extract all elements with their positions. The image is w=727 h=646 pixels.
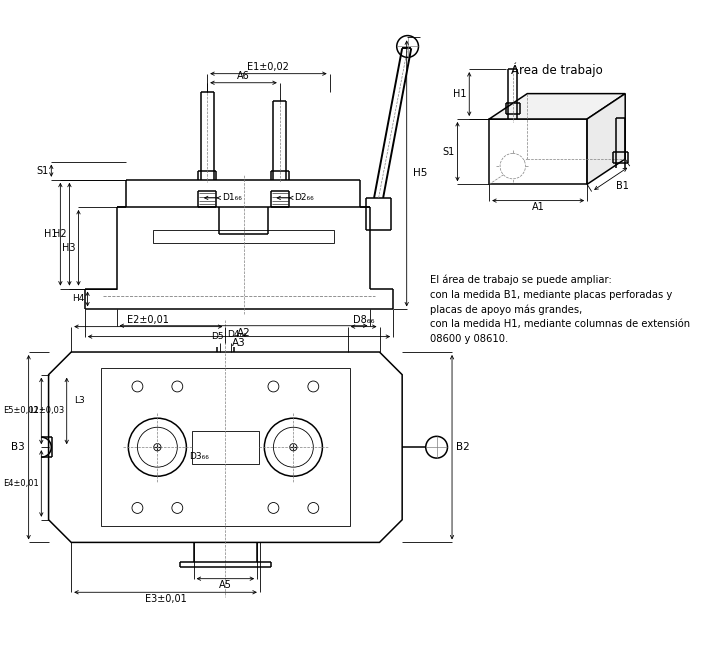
Text: A1: A1 bbox=[531, 202, 545, 213]
Circle shape bbox=[273, 427, 313, 467]
Polygon shape bbox=[49, 352, 402, 543]
Text: S1: S1 bbox=[443, 147, 455, 156]
Circle shape bbox=[129, 418, 186, 476]
Circle shape bbox=[500, 154, 526, 179]
Polygon shape bbox=[489, 94, 625, 119]
Text: E1±0,02: E1±0,02 bbox=[247, 62, 289, 72]
Text: D8₆₆: D8₆₆ bbox=[353, 315, 374, 325]
Text: H4: H4 bbox=[73, 295, 85, 304]
Text: E2±0,01: E2±0,01 bbox=[127, 315, 169, 325]
Text: H1: H1 bbox=[44, 229, 57, 239]
Text: B2: B2 bbox=[456, 443, 470, 452]
Polygon shape bbox=[587, 94, 625, 184]
Circle shape bbox=[268, 503, 279, 514]
Text: D3₆₆: D3₆₆ bbox=[189, 452, 209, 461]
Circle shape bbox=[132, 381, 143, 392]
Text: A5: A5 bbox=[219, 581, 232, 590]
Bar bbox=[153, 229, 334, 243]
Text: S1: S1 bbox=[36, 165, 49, 176]
Text: H1: H1 bbox=[453, 89, 467, 99]
Text: A3: A3 bbox=[232, 339, 246, 348]
Polygon shape bbox=[489, 119, 587, 184]
Text: D5: D5 bbox=[211, 332, 224, 341]
Text: H3: H3 bbox=[63, 243, 76, 253]
Circle shape bbox=[308, 381, 318, 392]
Text: E4±0,01: E4±0,01 bbox=[3, 479, 39, 488]
Circle shape bbox=[172, 381, 182, 392]
Circle shape bbox=[397, 36, 419, 57]
Text: B3: B3 bbox=[11, 443, 25, 452]
Text: A6: A6 bbox=[237, 71, 250, 81]
Text: A2: A2 bbox=[236, 328, 250, 337]
Bar bbox=[192, 431, 259, 464]
Text: H5: H5 bbox=[413, 169, 427, 178]
Circle shape bbox=[137, 427, 177, 467]
Text: D2₆₆: D2₆₆ bbox=[294, 193, 314, 202]
Text: B1: B1 bbox=[616, 181, 629, 191]
Text: E5±0,01: E5±0,01 bbox=[3, 406, 39, 415]
Circle shape bbox=[308, 503, 318, 514]
Text: Área de trabajo: Área de trabajo bbox=[511, 63, 603, 78]
Circle shape bbox=[172, 503, 182, 514]
Text: El área de trabajo se puede ampliar:
con la medida B1, mediante placas perforada: El área de trabajo se puede ampliar: con… bbox=[430, 275, 691, 344]
Circle shape bbox=[290, 444, 297, 451]
Text: H2: H2 bbox=[53, 229, 67, 239]
Circle shape bbox=[426, 436, 448, 458]
Text: D4₆₆: D4₆₆ bbox=[227, 330, 247, 339]
Circle shape bbox=[265, 418, 322, 476]
Circle shape bbox=[153, 444, 161, 451]
Bar bbox=[101, 368, 350, 526]
Text: L3: L3 bbox=[74, 395, 85, 404]
Text: E3±0,01: E3±0,01 bbox=[145, 594, 186, 604]
Circle shape bbox=[132, 503, 143, 514]
Circle shape bbox=[268, 381, 279, 392]
Text: L2±0,03: L2±0,03 bbox=[29, 406, 64, 415]
Text: D1₆₆: D1₆₆ bbox=[222, 193, 241, 202]
